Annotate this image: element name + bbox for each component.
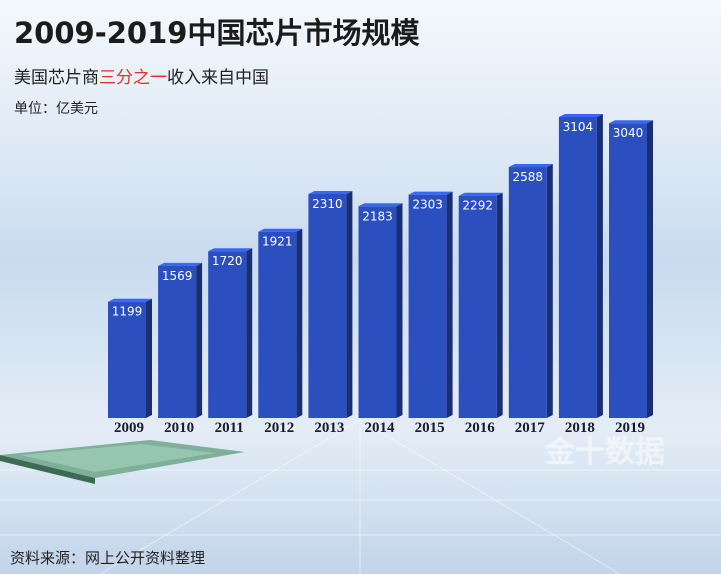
- bar-top: [308, 190, 353, 194]
- bar-side: [596, 114, 603, 418]
- subtitle-highlight: 三分之一: [99, 68, 167, 88]
- x-tick-label: 2010: [164, 420, 194, 436]
- bar-side: [496, 192, 503, 418]
- bar-top: [408, 191, 453, 195]
- bar-side: [546, 164, 553, 418]
- x-tick-label: 2014: [365, 420, 396, 436]
- bar-top: [258, 228, 303, 232]
- x-tick-label: 2018: [565, 420, 595, 436]
- bar: [458, 195, 497, 418]
- chip: [0, 440, 245, 484]
- x-tick-label: 2011: [215, 420, 244, 436]
- x-tick-label: 2016: [465, 420, 496, 436]
- x-tick-label: 2019: [615, 420, 645, 436]
- value-label: 1720: [212, 254, 243, 268]
- bar-top: [458, 192, 503, 196]
- subtitle-part: 美国芯片商: [14, 68, 99, 88]
- watermark: 金十数据: [544, 435, 665, 470]
- value-label: 1921: [262, 235, 293, 249]
- bar: [258, 231, 297, 418]
- bar-side: [647, 120, 653, 419]
- bar-top: [108, 298, 152, 302]
- bar-side: [446, 191, 453, 418]
- value-label: 2310: [312, 197, 343, 211]
- bar: [508, 167, 547, 418]
- bar-top: [558, 114, 603, 117]
- value-label: 1569: [162, 269, 193, 283]
- source: 资料来源：网上公开资料整理: [10, 549, 205, 567]
- bar: [108, 301, 146, 418]
- bar-side: [296, 228, 303, 418]
- subtitle: 美国芯片商三分之一收入来自中国: [14, 68, 269, 88]
- value-label: 2183: [362, 209, 393, 223]
- unit-label: 单位：亿美元: [14, 101, 98, 117]
- value-label: 2303: [412, 198, 443, 212]
- bar-side: [146, 298, 152, 418]
- bar-side: [196, 262, 203, 418]
- bar-top: [358, 203, 403, 207]
- bar: [358, 206, 397, 418]
- x-tick-label: 2015: [415, 420, 445, 436]
- value-label: 2292: [462, 199, 493, 213]
- bar-top: [508, 164, 553, 168]
- bar-side: [346, 190, 353, 418]
- value-label: 2588: [513, 170, 544, 184]
- bar: [408, 194, 447, 418]
- bar-top: [158, 262, 203, 266]
- bar: [308, 193, 347, 418]
- subtitle-part: 收入来自中国: [167, 68, 269, 88]
- bar-side: [396, 203, 403, 418]
- bar: [558, 117, 597, 418]
- bar-side: [246, 248, 253, 418]
- bar: [609, 123, 647, 419]
- bar-top: [208, 248, 253, 252]
- bar-top: [609, 120, 653, 124]
- bar: [158, 265, 197, 418]
- bar: [208, 251, 247, 418]
- chart-title: 2009-2019中国芯片市场规模: [14, 16, 420, 50]
- value-label: 3040: [613, 126, 644, 140]
- x-tick-label: 2017: [515, 420, 546, 436]
- x-tick-label: 2013: [314, 420, 344, 436]
- x-tick-label: 2009: [114, 420, 144, 436]
- value-label: 3104: [563, 120, 594, 134]
- x-tick-label: 2012: [264, 420, 294, 436]
- value-label: 1199: [112, 305, 143, 319]
